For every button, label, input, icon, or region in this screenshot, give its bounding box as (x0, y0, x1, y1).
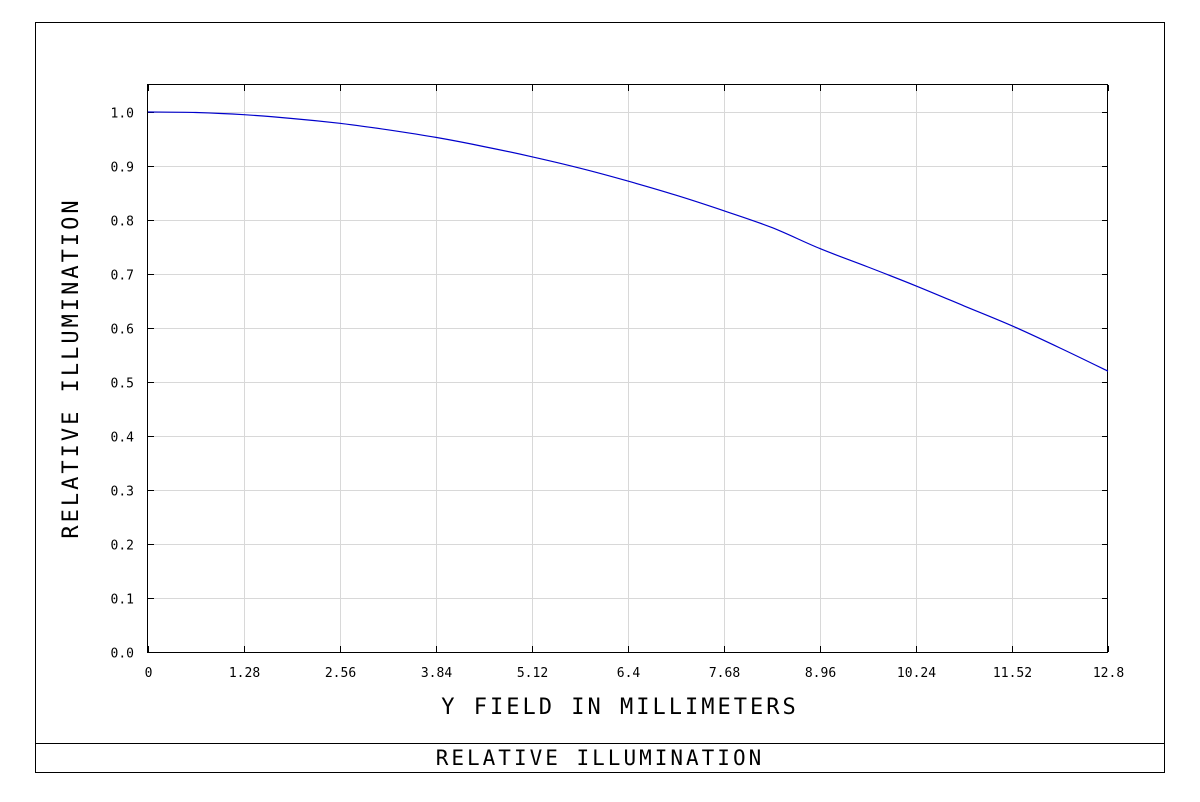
y-tick-labels: 0.0 0.1 0.2 0.3 0.4 0.5 0.6 0.7 0.8 0.9 1.0 (111, 107, 135, 662)
plot-area-border (147, 84, 1108, 653)
x-tick-label: 11.52 (993, 666, 1032, 681)
y-tick-label: 1.0 (111, 107, 134, 122)
x-tick-label: 6.4 (617, 666, 641, 681)
x-tick-label: 7.68 (709, 666, 740, 681)
y-tick-label: 0.8 (111, 215, 134, 230)
x-tick-labels: 0 1.28 2.56 3.84 5.12 6.4 7.68 8.96 10.24 11.52 12… (145, 666, 1125, 681)
x-tick-label: 1.28 (229, 666, 260, 681)
y-tick-label: 0.9 (111, 161, 134, 176)
y-axis-title: RELATIVE ILLUMINATION (59, 197, 84, 538)
x-tick-label: 12.8 (1093, 666, 1124, 681)
x-tick-label: 8.96 (805, 666, 836, 681)
x-tick-label: 3.84 (421, 666, 452, 681)
y-tick-label: 0.0 (111, 647, 134, 662)
y-tick-label: 0.6 (111, 323, 134, 338)
y-tick-label: 0.5 (111, 377, 134, 392)
x-tick-label: 10.24 (897, 666, 936, 681)
x-tick-label: 5.12 (517, 666, 548, 681)
y-tick-label: 0.2 (111, 539, 134, 554)
grid-lines (148, 85, 1108, 652)
y-tick-label: 0.7 (111, 269, 134, 284)
x-tick-label: 0 (145, 666, 153, 681)
x-tick-label: 2.56 (325, 666, 356, 681)
tick-marks (148, 85, 1109, 653)
chart-title: RELATIVE ILLUMINATION (436, 746, 765, 770)
illumination-curve (147, 111, 1109, 372)
outer-border (35, 22, 1165, 773)
y-tick-label: 0.3 (111, 485, 134, 500)
y-tick-label: 0.4 (111, 431, 135, 446)
y-tick-label: 0.1 (111, 593, 134, 608)
x-axis-title: Y FIELD IN MILLIMETERS (441, 695, 798, 720)
